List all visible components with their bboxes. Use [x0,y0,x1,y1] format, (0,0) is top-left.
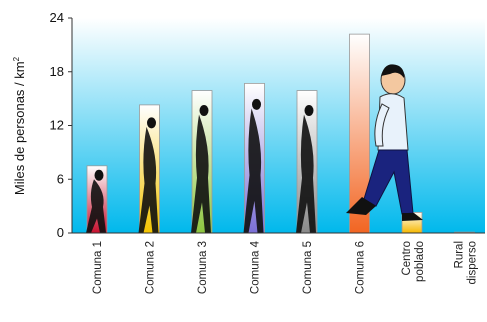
y-axis-title: Miles de personas / km2 [12,56,27,195]
man-arm [374,103,390,147]
silhouette-body [86,179,106,233]
x-category-label: Centropoblado [401,241,426,282]
x-category-label: Comuna 5 [302,241,314,294]
silhouette-body [243,108,264,233]
x-category-label: Comuna 1 [92,241,104,294]
x-category-label-line: disperso [467,241,479,284]
x-category-label-line: Rural [454,241,466,268]
y-tick-label: 24 [50,10,64,25]
silhouette-head [252,98,261,110]
x-category-label-line: Centro [401,241,413,276]
silhouette-head [147,117,156,129]
y-axis-title-superscript: 2 [12,56,21,61]
evolution-silhouettes [86,98,316,233]
x-category-label: Comuna 3 [197,241,209,294]
x-category-label: Ruraldisperso [454,241,479,284]
silhouette-body [296,114,316,233]
silhouette-body [138,126,159,233]
silhouette-head [199,105,209,117]
x-category-label-line: Comuna 6 [355,241,367,294]
x-category-label-line: poblado [414,241,426,282]
x-category-label-line: Comuna 5 [302,241,314,294]
silhouette-body [191,114,211,233]
man-shoe-back [346,197,376,215]
walking-man-illustration [346,64,423,221]
x-category-label-line: Comuna 3 [197,241,209,294]
man-shoe-front [402,213,423,221]
plot-background [72,18,485,233]
y-tick-label: 0 [57,225,64,240]
x-category-label: Comuna 6 [355,241,367,294]
man-hair [381,64,405,78]
y-tick-label: 18 [50,64,64,79]
y-tick-label: 12 [50,118,64,133]
silhouette-head [304,105,314,117]
x-category-label-line: Comuna 2 [145,241,157,294]
x-axis-labels: Comuna 1 Comuna 2 Comuna 3 Comuna 4 Comuna 5… [92,240,479,294]
x-category-label: Comuna 2 [145,241,157,294]
y-tick-label: 6 [57,171,64,186]
y-axis-title-text: Miles de personas / km [12,61,27,195]
x-category-label-line: Comuna 4 [250,240,262,294]
x-category-label: Comuna 4 [250,240,262,294]
y-axis-ticks: 0 6 12 18 24 [50,10,72,240]
silhouette-head [94,169,104,181]
x-category-label-line: Comuna 1 [92,241,104,294]
